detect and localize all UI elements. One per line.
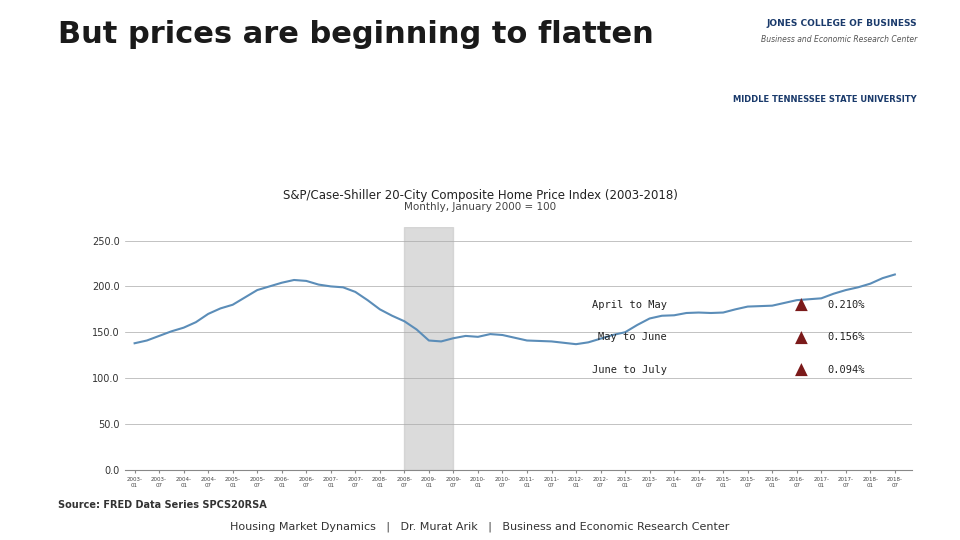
Text: Monthly, January 2000 = 100: Monthly, January 2000 = 100 [404, 201, 556, 212]
Bar [404, 227, 453, 470]
Text: MIDDLE TENNESSEE STATE UNIVERSITY: MIDDLE TENNESSEE STATE UNIVERSITY [733, 94, 917, 104]
Text: JONES COLLEGE OF BUSINESS: JONES COLLEGE OF BUSINESS [766, 19, 917, 28]
Text: ▲: ▲ [795, 296, 808, 314]
Text: Housing Market Dynamics   |   Dr. Murat Arik   |   Business and Economic Researc: Housing Market Dynamics | Dr. Murat Arik… [230, 522, 730, 532]
Text: May to June: May to June [598, 333, 667, 342]
Text: S&P/Case-Shiller 20-City Composite Home Price Index (2003-2018): S&P/Case-Shiller 20-City Composite Home … [282, 190, 678, 202]
Text: ▲: ▲ [795, 328, 808, 347]
Text: 0.094%: 0.094% [828, 365, 865, 375]
Text: 0.210%: 0.210% [828, 300, 865, 310]
Text: ▲: ▲ [795, 361, 808, 379]
Text: Business and Economic Research Center: Business and Economic Research Center [760, 35, 917, 44]
Text: But prices are beginning to flatten: But prices are beginning to flatten [58, 19, 654, 49]
Text: June to July: June to July [592, 365, 667, 375]
Text: 0.156%: 0.156% [828, 333, 865, 342]
Text: Source: FRED Data Series SPCS20RSA: Source: FRED Data Series SPCS20RSA [58, 500, 266, 510]
Text: April to May: April to May [592, 300, 667, 310]
